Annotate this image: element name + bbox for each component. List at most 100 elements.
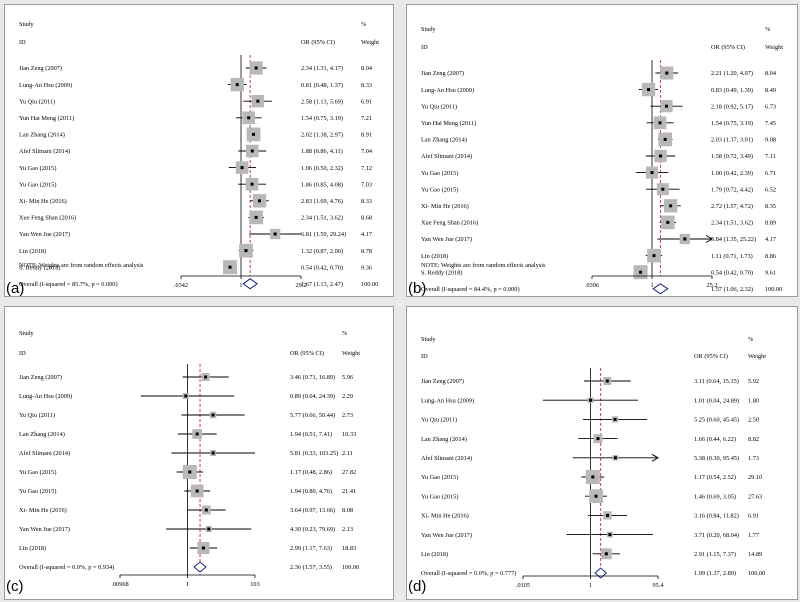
or-value: 4.30 (0.23, 79.69) <box>290 526 335 533</box>
forest-plot-b: Study % ID OR (95% CI) Weight Jian Zeng (2007… <box>421 26 783 295</box>
overall-diamond <box>594 567 607 579</box>
overall-weight-value: 100.00 <box>361 281 378 288</box>
study-label: Yu Gao (2015) <box>421 186 458 193</box>
weight-value: 7.03 <box>361 181 372 188</box>
header-id: ID <box>421 44 428 51</box>
or-value: 1.54 (0.75, 3.19) <box>301 115 343 122</box>
weight-value: 27.82 <box>342 469 356 476</box>
or-value: 1.54 (0.75, 3.19) <box>711 120 753 127</box>
panel-label-b: (b) <box>408 280 427 297</box>
point-estimate <box>605 379 609 383</box>
or-value: 1.06 (0.50, 2.32) <box>301 165 343 172</box>
forest-panel-d: Study% ID OR (95% CI) Weight Jian Zeng (2007… <box>406 306 798 600</box>
study-label: Jian Zeng (2007) <box>19 374 62 381</box>
point-estimate <box>256 99 260 103</box>
study-label: Afef Slimani (2014) <box>19 148 70 155</box>
or-value: 1.00 (0.42, 2.39) <box>711 170 753 177</box>
overall-or-value: 2.36 (1.57, 3.55) <box>290 564 332 571</box>
or-value: 2.21 (1.20, 4.07) <box>711 70 753 77</box>
x-tick-label: 95.4 <box>652 582 664 589</box>
x-tick-label: 1 <box>650 282 653 289</box>
weight-value: 4.17 <box>765 236 776 243</box>
study-label: Xi- Min He (2016) <box>421 513 469 520</box>
or-value: 6.81 (1.59, 29.24) <box>301 231 346 238</box>
or-value: 2.83 (1.69, 4.76) <box>301 198 343 205</box>
study-label: Lan Zhang (2014) <box>19 431 65 438</box>
study-label: Afef Slimani (2014) <box>421 455 472 462</box>
overall-weight-value: 100.00 <box>342 564 359 571</box>
point-estimate <box>604 552 608 556</box>
or-value: 0.54 (0.42, 0.70) <box>711 269 753 276</box>
header-percent: % <box>748 336 754 343</box>
or-value: 1.11 (0.71, 1.73) <box>711 253 753 260</box>
study-label: Afef Slimani (2014) <box>19 450 70 457</box>
or-value: 1.86 (0.85, 4.08) <box>301 181 343 188</box>
or-value: 1.66 (0.44, 6.22) <box>694 436 736 443</box>
weight-value: 7.12 <box>361 165 372 172</box>
weight-value: 2.73 <box>342 412 353 419</box>
study-label: Yu Qiu (2011) <box>421 417 457 424</box>
header-study: Study <box>421 26 437 33</box>
weight-value: 8.86 <box>765 253 776 260</box>
weight-value: 6.91 <box>748 513 759 520</box>
weight-value: 2.13 <box>342 526 353 533</box>
or-value: 2.34 (1.51, 3.62) <box>301 215 343 222</box>
point-estimate <box>195 432 199 436</box>
point-estimate <box>591 475 595 479</box>
overall-or-value: 1.57 (1.06, 2.32) <box>711 286 753 293</box>
weight-value: 8.91 <box>361 132 372 139</box>
or-value: 3.64 (0.97, 13.66) <box>290 507 335 514</box>
overall-or-value: 1.67 (1.13, 2.47) <box>301 281 343 288</box>
or-value: 5.84 (1.35, 25.22) <box>711 236 756 243</box>
header-or: OR (95% CI) <box>694 353 728 360</box>
or-value: 5.38 (0.30, 95.45) <box>694 455 739 462</box>
point-estimate <box>647 88 651 92</box>
or-value: 2.02 (1.38, 2.97) <box>301 132 343 139</box>
or-value: 3.16 (0.84, 11.82) <box>694 513 739 520</box>
or-value: 5.77 (0.66, 50.44) <box>290 412 335 419</box>
study-label: Yan Wen Jue (2017) <box>421 532 472 539</box>
point-estimate <box>254 215 258 219</box>
overall-diamond <box>193 561 207 573</box>
study-label: Yan Wen Jue (2017) <box>421 236 472 243</box>
header-percent: % <box>361 21 367 28</box>
weight-value: 2.11 <box>342 450 353 457</box>
point-estimate <box>250 182 254 186</box>
point-estimate <box>207 527 211 531</box>
x-tick-label: 1 <box>239 282 242 289</box>
or-value: 1.17 (0.48, 2.86) <box>290 469 332 476</box>
weight-value: 14.89 <box>748 551 762 558</box>
weight-value: 2.50 <box>748 417 759 424</box>
or-value: 2.72 (1.57, 4.72) <box>711 203 753 210</box>
point-estimate <box>195 489 199 493</box>
study-label: Yu Gao (2015) <box>421 474 458 481</box>
weight-value: 8.89 <box>765 220 776 227</box>
weight-value: 8.49 <box>765 87 776 94</box>
point-estimate <box>204 508 208 512</box>
weight-value: 8.68 <box>361 215 372 222</box>
header-weight: Weight <box>361 39 379 46</box>
forest-plot-a: Study % ID OR (95% CI) Weight Jian Zeng (2007… <box>19 21 379 290</box>
weight-value: 4.17 <box>361 231 372 238</box>
or-value: 5.81 (0.33, 103.25) <box>290 450 338 457</box>
weight-value: 7.21 <box>361 115 372 122</box>
weight-value: 10.33 <box>342 431 356 438</box>
or-value: 2.18 (0.92, 5.17) <box>711 103 753 110</box>
or-value: 0.54 (0.42, 0.70) <box>301 264 343 271</box>
or-value: 0.83 (0.49, 1.39) <box>711 87 753 94</box>
or-value: 1.58 (0.72, 3.49) <box>711 153 753 160</box>
study-label: Yan Wen Jue (2017) <box>19 526 70 533</box>
panel-label-a: (a) <box>6 280 25 297</box>
point-estimate <box>594 494 598 498</box>
or-value: 1.01 (0.04, 24.89) <box>694 397 739 404</box>
study-label: Yu Qiu (2011) <box>421 103 457 110</box>
weights-note: NOTE: Weights are from random effects an… <box>421 262 546 269</box>
header-weight: Weight <box>342 350 360 357</box>
weight-value: 9.36 <box>361 264 372 271</box>
point-estimate <box>204 375 208 379</box>
header-study: Study <box>19 330 35 337</box>
overall-diamond <box>242 278 258 290</box>
point-estimate <box>184 394 188 398</box>
study-label: Lan Zhang (2014) <box>421 436 467 443</box>
weight-value: 5.96 <box>342 374 353 381</box>
